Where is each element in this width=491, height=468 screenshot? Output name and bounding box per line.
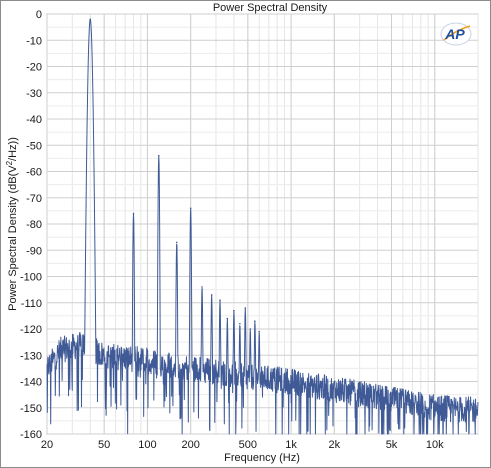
y-tick-label: -110 (21, 298, 42, 310)
y-tick-label: -140 (20, 377, 42, 389)
x-tick-label: 20 (41, 439, 53, 451)
y-tick-label: -160 (20, 429, 42, 441)
y-axis-label-main: Power Spectral Density (dB(V (7, 165, 19, 311)
x-tick-label: 10k (426, 439, 444, 451)
ap-logo-swoosh (443, 25, 471, 41)
peak-point (219, 299, 221, 301)
peak-point (89, 18, 92, 21)
y-tick-label: -60 (26, 167, 42, 179)
peak-point (157, 154, 160, 157)
y-tick-label: -50 (26, 140, 42, 152)
chart-title: Power Spectral Density (213, 2, 328, 14)
peak-point (132, 212, 135, 215)
y-tick-label: -90 (26, 245, 42, 257)
peak-point (233, 309, 235, 312)
x-tick-label: 1k (285, 439, 297, 451)
peak-point (189, 207, 192, 210)
y-axis-ticks: 0 -10 -20 -30 -40 -50 -60 -70 -80 -90 -100 -110 -120… (20, 9, 42, 441)
x-tick-label: 2k (329, 439, 341, 451)
x-axis-ticks: 20 50 100 200 500 1k 2k 5k 10k (41, 439, 444, 451)
psd-line (46, 18, 479, 435)
y-tick-label: -130 (20, 350, 42, 362)
peak-point (201, 286, 203, 288)
peak-point (254, 320, 256, 322)
peak-point (226, 317, 229, 320)
y-axis-label: Power Spectral Density (dB(V2/Hz)) (5, 137, 19, 311)
x-axis-label: Frequency (Hz) (224, 452, 300, 464)
y-tick-label: -150 (20, 403, 42, 415)
y-axis-label-tail: /Hz)) (7, 137, 19, 161)
y-tick-label: 0 (36, 9, 42, 21)
y-tick-label: -20 (26, 62, 42, 74)
psd-series (46, 18, 479, 435)
peak-point (258, 330, 261, 333)
peak-point (239, 322, 241, 325)
x-tick-label: 5k (386, 439, 398, 451)
peak-point (210, 294, 213, 296)
y-tick-label: -10 (26, 35, 42, 47)
ap-logo: AP (440, 22, 472, 46)
peak-point (175, 241, 178, 244)
y-tick-label: -70 (26, 193, 42, 205)
x-tick-label: 50 (98, 439, 110, 451)
y-tick-label: -80 (26, 219, 42, 231)
y-tick-label: -100 (20, 272, 42, 284)
x-tick-label: 200 (181, 439, 199, 451)
peak-point (244, 307, 247, 309)
y-tick-label: -40 (26, 114, 42, 126)
peak-point (249, 328, 252, 330)
y-tick-label: -30 (26, 88, 42, 100)
x-tick-label: 500 (239, 439, 257, 451)
ap-logo-text: AP (444, 26, 465, 42)
y-axis-label-superscript: 2 (5, 160, 14, 165)
x-tick-label: 100 (138, 439, 156, 451)
y-tick-label: -120 (20, 324, 42, 336)
